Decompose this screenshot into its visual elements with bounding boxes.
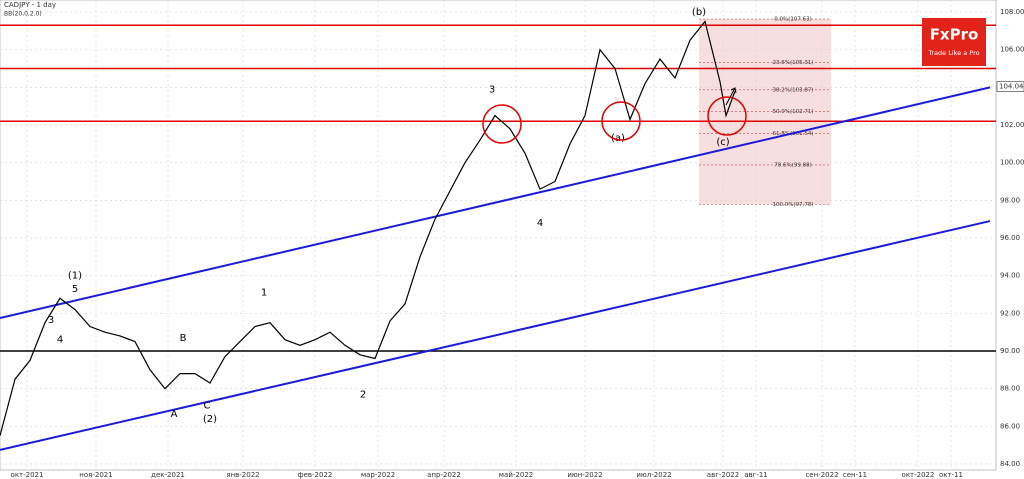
highlight-circle xyxy=(707,96,747,136)
wave-label: 1 xyxy=(261,288,267,299)
y-tick-label: 92.00 xyxy=(1000,309,1020,317)
x-tick-label: дек-2021 xyxy=(151,471,185,479)
x-tick-label: янв-2022 xyxy=(226,471,259,479)
x-tick-label: май-2022 xyxy=(499,471,533,479)
trendline xyxy=(0,86,991,320)
plot-area xyxy=(0,0,997,471)
x-tick-label: окт-2022 xyxy=(902,471,935,479)
x-tick-label: авг-11 xyxy=(744,471,768,479)
y-tick-label: 100.00 xyxy=(1000,159,1024,167)
trendline xyxy=(0,220,991,451)
wave-label: (2) xyxy=(203,414,217,425)
x-tick-label: фев-2022 xyxy=(298,471,333,479)
fib-label: 23.6%(105.31) xyxy=(772,60,813,66)
y-tick-label: 90.00 xyxy=(1000,347,1020,355)
chart-title: CADJPY - 1 day xyxy=(4,1,56,9)
y-tick-label: 86.00 xyxy=(1000,422,1020,430)
y-tick-label: 96.00 xyxy=(1000,234,1020,242)
x-tick-label: сен-11 xyxy=(843,471,867,479)
wave-label: 3 xyxy=(48,315,54,326)
x-tick-label: окт-2021 xyxy=(11,471,44,479)
y-tick-label: 98.00 xyxy=(1000,196,1020,204)
highlight-circle xyxy=(482,104,522,144)
wave-label: B xyxy=(180,333,187,344)
logo: FxPro xyxy=(930,26,979,44)
last-price-box xyxy=(996,81,1024,92)
logo-box xyxy=(922,18,986,66)
fib-label: 38.2%(103.87) xyxy=(772,87,813,93)
y-tick-label: 108.00 xyxy=(1000,8,1024,16)
y-tick-label: 106.00 xyxy=(1000,46,1024,54)
wave-label: A xyxy=(171,409,178,420)
fib-label: 50.0%(102.71) xyxy=(772,109,813,115)
x-tick-label: июн-2022 xyxy=(567,471,602,479)
fib-label: 100.0%(97.78) xyxy=(772,202,813,208)
wave-label: (c) xyxy=(716,137,729,148)
y-tick-label: 94.00 xyxy=(1000,272,1020,280)
x-tick-label: июл-2022 xyxy=(636,471,671,479)
y-tick-label: 88.00 xyxy=(1000,385,1020,393)
wave-label: 3 xyxy=(489,84,495,95)
x-tick-label: авг-2022 xyxy=(707,471,739,479)
y-tick-label: 84.00 xyxy=(1000,460,1020,468)
wave-label: 4 xyxy=(57,335,63,346)
wave-label: (1) xyxy=(68,271,82,282)
logo-tagline: Trade Like a Pro xyxy=(927,49,979,57)
wave-label: 4 xyxy=(537,218,543,229)
x-tick-label: апр-2022 xyxy=(427,471,461,479)
wave-label: (a) xyxy=(611,133,625,144)
chart-subtitle: BB(20,0,2.0) xyxy=(4,11,42,18)
x-tick-label: мар-2022 xyxy=(361,471,395,479)
fib-label: 78.6%(99.88) xyxy=(774,162,812,168)
last-price-label: 104.04 xyxy=(999,83,1024,91)
wave-label: (b) xyxy=(692,7,706,18)
wave-label: 5 xyxy=(72,284,78,295)
x-tick-label: ноя-2021 xyxy=(79,471,112,479)
y-tick-label: 102.00 xyxy=(1000,121,1024,129)
x-tick-label: сен-2022 xyxy=(805,471,838,479)
wave-label: C xyxy=(204,401,211,412)
wave-label: 2 xyxy=(360,389,366,400)
highlight-circle xyxy=(601,101,641,141)
x-tick-label: окт-11 xyxy=(939,471,963,479)
arrow xyxy=(725,87,737,106)
fib-label: 0.0%(107.63) xyxy=(774,17,812,23)
